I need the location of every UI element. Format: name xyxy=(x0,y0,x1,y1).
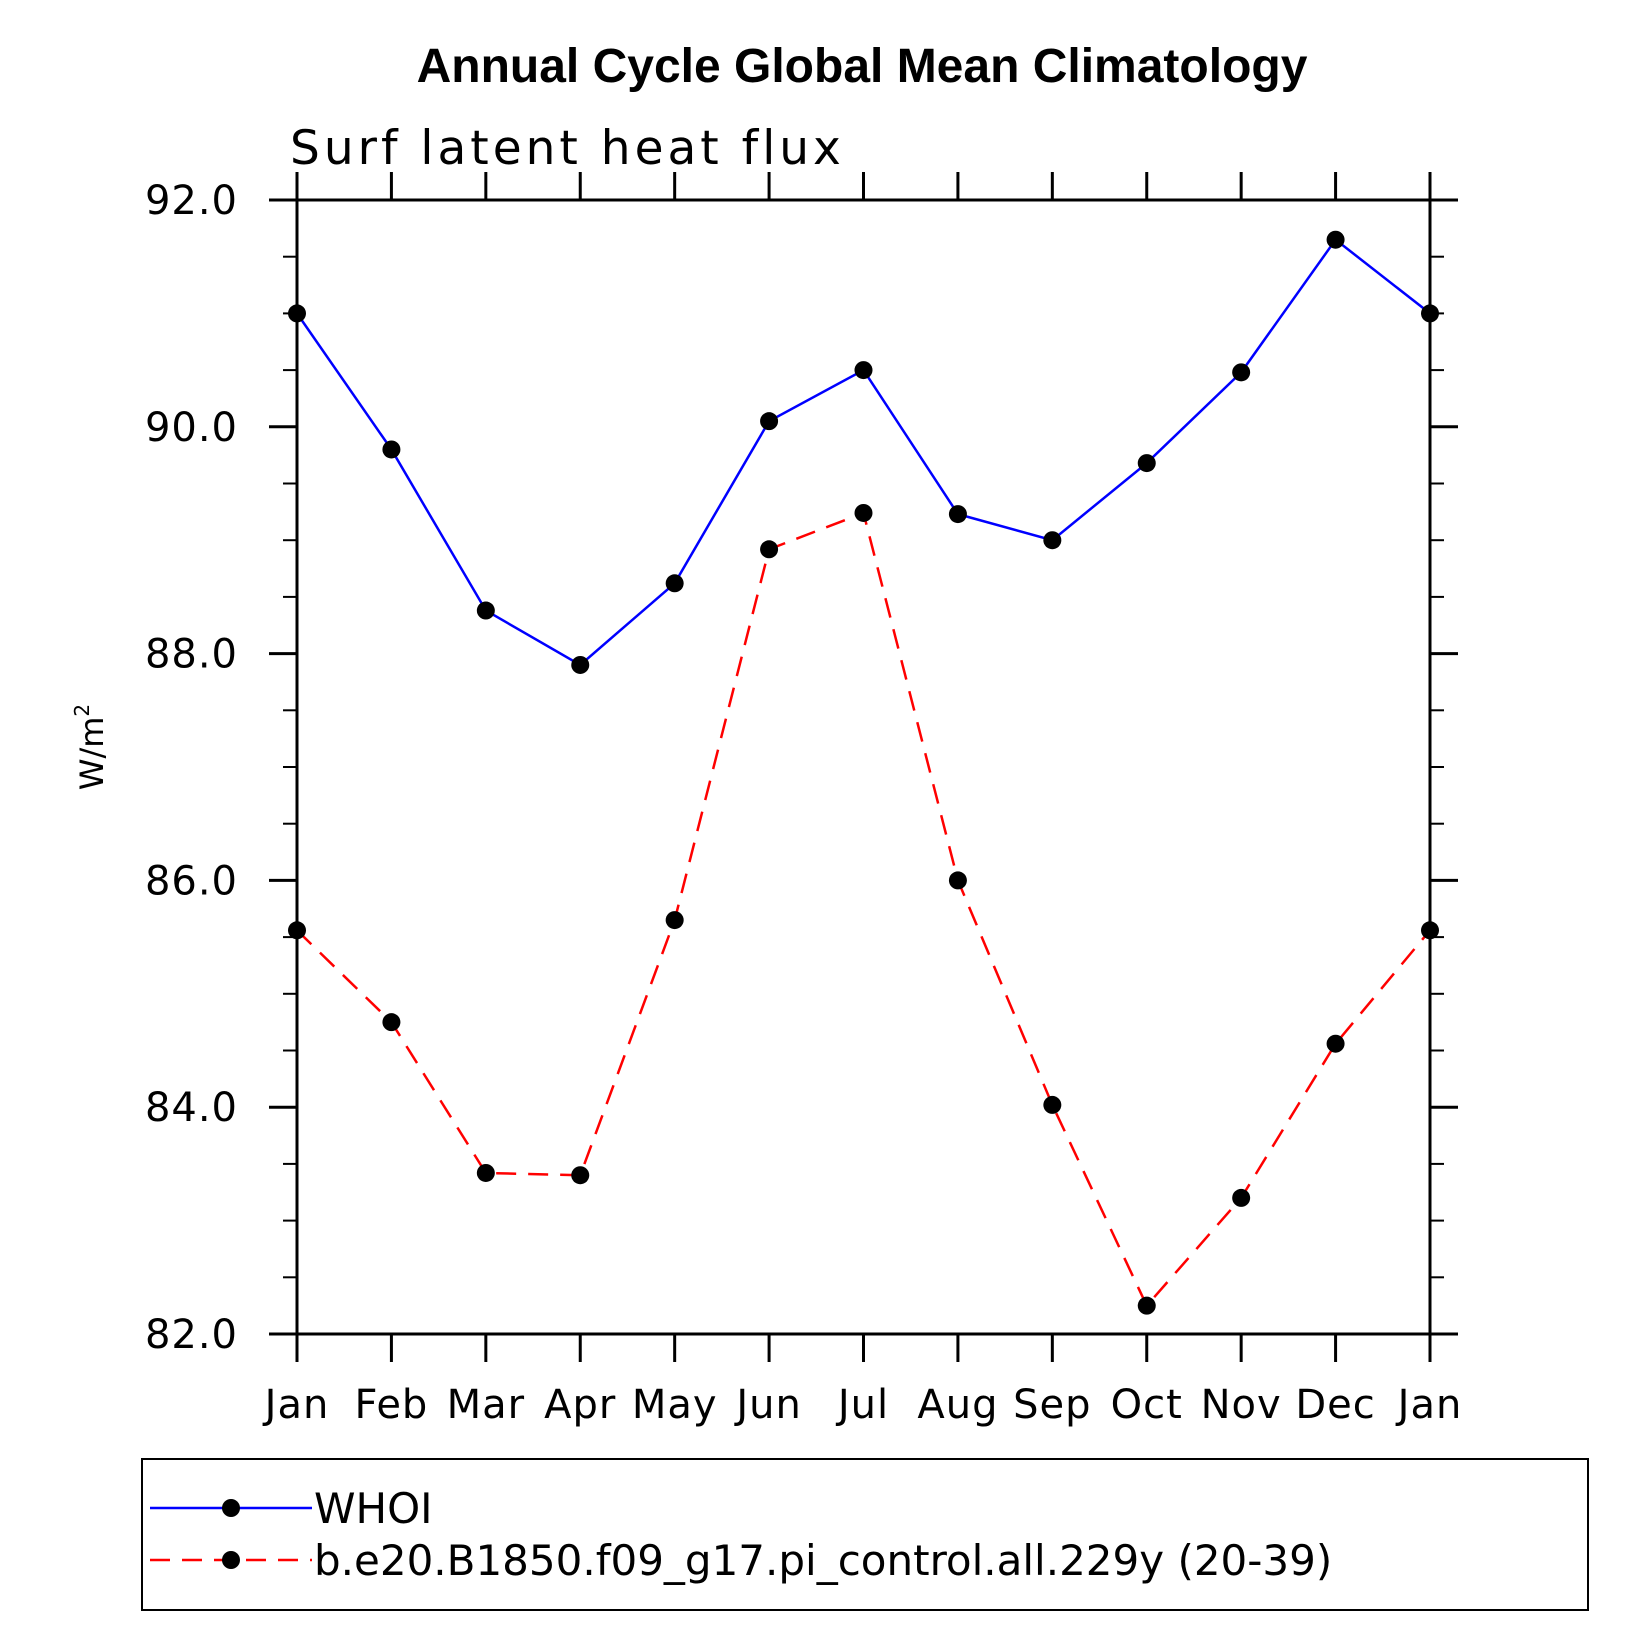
svg-text:W/m2: W/m2 xyxy=(70,704,111,790)
series-whoi-point xyxy=(288,304,306,323)
series-whoi-point xyxy=(382,440,401,459)
series-model-point xyxy=(1421,921,1439,940)
series-model-point xyxy=(948,871,967,890)
series-model-point xyxy=(854,503,873,522)
series-whoi-point xyxy=(1421,304,1439,323)
x-tick-label: May xyxy=(632,1382,718,1428)
x-tick-label: Oct xyxy=(1111,1382,1183,1428)
x-tick-label: Dec xyxy=(1295,1382,1375,1428)
series-model-point xyxy=(665,911,684,930)
legend-item-model-marker xyxy=(222,1551,240,1569)
x-tick-label: Jun xyxy=(733,1382,802,1428)
legend: WHOIb.e20.B1850.f09_g17.pi_control.all.2… xyxy=(141,1458,1589,1611)
series-model-point xyxy=(1326,1034,1345,1053)
legend-box xyxy=(141,1458,1589,1611)
series-whoi-point xyxy=(1326,230,1345,249)
y-axis-label: W/m2 xyxy=(70,704,111,790)
series-whoi-point xyxy=(1043,531,1062,550)
series-model-point xyxy=(288,921,306,940)
series-model-point xyxy=(1232,1188,1251,1207)
x-tick-label: Nov xyxy=(1201,1382,1282,1428)
x-tick-label: Jan xyxy=(262,1382,330,1428)
legend-item-model-label: b.e20.B1850.f09_g17.pi_control.all.229y … xyxy=(314,1536,1332,1585)
x-tick-label: Apr xyxy=(544,1382,616,1428)
x-tick-label: Jan xyxy=(1395,1382,1463,1428)
x-tick-label: Sep xyxy=(1013,1382,1091,1428)
series-whoi-point xyxy=(760,412,779,431)
plot-series xyxy=(288,230,1439,1315)
series-whoi-point xyxy=(1232,363,1251,382)
series-model-point xyxy=(382,1013,401,1032)
x-tick-label: Jul xyxy=(835,1382,889,1428)
series-whoi-point xyxy=(571,655,590,674)
series-model-point xyxy=(1043,1095,1062,1114)
series-whoi-point xyxy=(665,574,684,593)
y-tick-label: 86.0 xyxy=(145,858,238,904)
y-tick-label: 84.0 xyxy=(145,1085,238,1131)
y-tick-label: 82.0 xyxy=(145,1312,238,1358)
chart-title: Annual Cycle Global Mean Climatology xyxy=(417,40,1308,93)
series-whoi-point xyxy=(1137,454,1156,473)
plot-axes: Jan Feb Mar Apr May Jun Jul Aug Sep Oct Nov Dec Jan 8… xyxy=(145,172,1463,1428)
series-whoi-point xyxy=(948,505,967,524)
y-axis-label-text: W/m xyxy=(73,717,111,791)
y-tick-label: 90.0 xyxy=(145,405,238,451)
series-model-point xyxy=(1137,1296,1156,1315)
legend-item-whoi-label: WHOI xyxy=(314,1484,433,1533)
legend-item-whoi-marker xyxy=(222,1499,240,1517)
y-axis-label-superscript: 2 xyxy=(70,704,94,717)
series-model-point xyxy=(571,1166,590,1185)
series-model-line xyxy=(296,511,1431,1308)
series-whoi-point xyxy=(854,361,873,380)
series-model-point xyxy=(760,540,779,559)
series-whoi-point xyxy=(476,601,495,620)
x-tick-label: Mar xyxy=(447,1382,525,1428)
series-whoi-line xyxy=(295,237,1431,667)
x-tick-label: Feb xyxy=(355,1382,429,1428)
y-tick-label: 88.0 xyxy=(145,632,238,678)
x-tick-label: Aug xyxy=(917,1382,998,1428)
chart-subtitle: Surf latent heat flux xyxy=(290,121,845,176)
series-model-point xyxy=(476,1163,495,1182)
y-tick-label: 92.0 xyxy=(145,178,238,224)
